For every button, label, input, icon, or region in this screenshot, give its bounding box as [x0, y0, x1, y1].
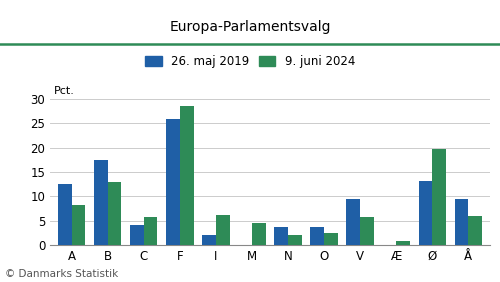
Bar	[310, 227, 324, 245]
Bar	[288, 235, 302, 245]
Bar	[144, 217, 158, 245]
Text: © Danmarks Statistik: © Danmarks Statistik	[5, 269, 118, 279]
Text: Europa-Parlamentsvalg: Europa-Parlamentsvalg	[169, 20, 331, 34]
Bar	[274, 227, 288, 245]
Bar	[94, 160, 108, 245]
Bar	[108, 182, 122, 245]
Bar	[324, 233, 338, 245]
Bar	[346, 199, 360, 245]
Bar	[360, 217, 374, 245]
Bar	[166, 119, 180, 245]
Legend: 26. maj 2019, 9. juni 2024: 26. maj 2019, 9. juni 2024	[142, 52, 358, 70]
Bar	[396, 241, 410, 245]
Bar	[252, 223, 266, 245]
Bar	[432, 149, 446, 245]
Bar	[58, 184, 71, 245]
Bar	[72, 205, 86, 245]
Bar	[418, 181, 432, 245]
Bar	[454, 199, 468, 245]
Bar	[468, 215, 482, 245]
Bar	[202, 235, 216, 245]
Bar	[216, 215, 230, 245]
Text: Pct.: Pct.	[54, 86, 74, 96]
Bar	[130, 225, 144, 245]
Bar	[180, 105, 194, 245]
